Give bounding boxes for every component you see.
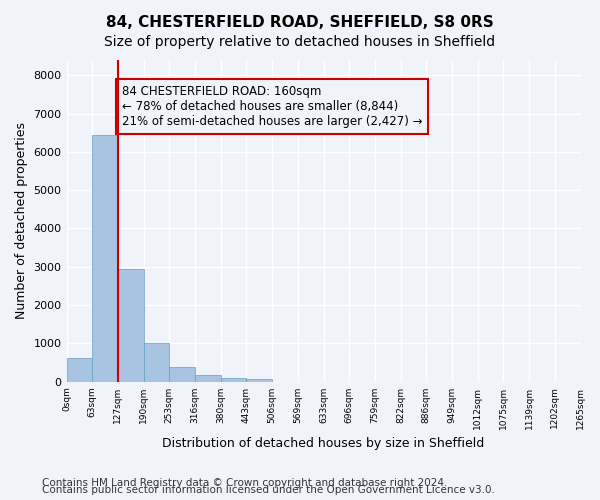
Text: Size of property relative to detached houses in Sheffield: Size of property relative to detached ho… [104, 35, 496, 49]
Bar [92, 136, 118, 382]
X-axis label: Distribution of detached houses by size in Sheffield: Distribution of detached houses by size … [163, 437, 485, 450]
Bar [247, 379, 272, 382]
Bar [169, 367, 195, 382]
Text: Contains HM Land Registry data © Crown copyright and database right 2024.: Contains HM Land Registry data © Crown c… [42, 478, 448, 488]
Bar [221, 378, 247, 382]
Text: 84 CHESTERFIELD ROAD: 160sqm
← 78% of detached houses are smaller (8,844)
21% of: 84 CHESTERFIELD ROAD: 160sqm ← 78% of de… [122, 85, 422, 128]
Bar [67, 358, 92, 382]
Y-axis label: Number of detached properties: Number of detached properties [15, 122, 28, 320]
Text: Contains public sector information licensed under the Open Government Licence v3: Contains public sector information licen… [42, 485, 495, 495]
Bar [118, 270, 143, 382]
Bar [143, 343, 169, 382]
Text: 84, CHESTERFIELD ROAD, SHEFFIELD, S8 0RS: 84, CHESTERFIELD ROAD, SHEFFIELD, S8 0RS [106, 15, 494, 30]
Bar [195, 375, 221, 382]
